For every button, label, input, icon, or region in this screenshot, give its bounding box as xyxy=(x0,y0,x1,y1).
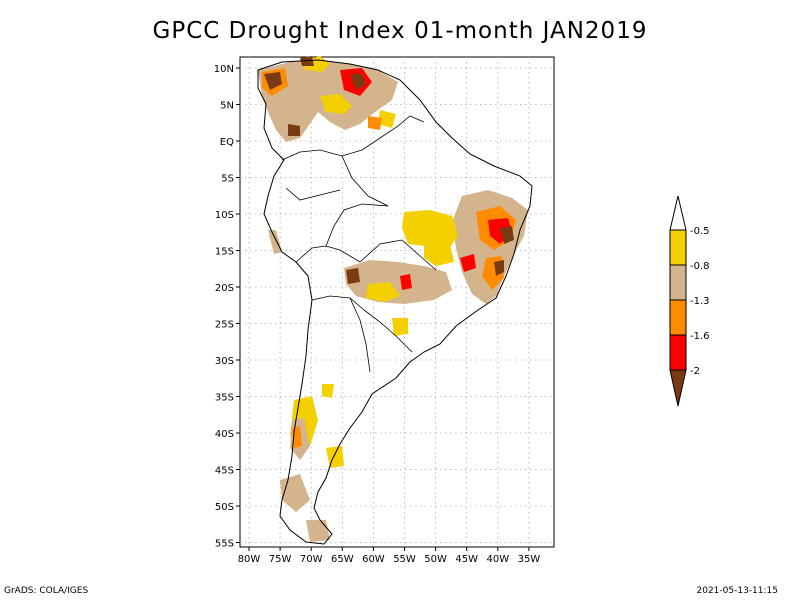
drought-area-south-yellow-3 xyxy=(326,446,344,468)
colorbar-swatch-2 xyxy=(669,264,687,301)
drought-shading xyxy=(258,56,528,542)
lat-tick-label: 35S xyxy=(215,393,234,404)
colorbar-label: -1.3 xyxy=(690,296,710,307)
colorbar-label: -1.6 xyxy=(690,331,710,342)
drought-area-central-yellow-3 xyxy=(392,318,408,336)
drought-area-north-brown-2 xyxy=(350,74,366,90)
lat-tick-label: 45S xyxy=(215,466,234,477)
lat-tick-label: 20S xyxy=(215,283,234,294)
lat-tick-label: 30S xyxy=(215,356,234,367)
drought-area-central-red xyxy=(400,274,412,290)
lon-tick-label: 45W xyxy=(455,554,478,565)
drought-area-central-yellow-2 xyxy=(424,244,454,266)
map-title: GPCC Drought Index 01-month JAN2019 xyxy=(152,18,648,44)
lat-tick-label: 40S xyxy=(215,429,234,440)
drought-area-south-tan-2 xyxy=(280,474,310,512)
drought-area-south-tan-3 xyxy=(306,520,330,542)
country-borders xyxy=(281,115,437,373)
lon-tick-label: 80W xyxy=(238,554,261,565)
colorbar-label: -2 xyxy=(690,366,700,377)
lat-tick-label: 5S xyxy=(221,174,234,185)
drought-area-east-yellow xyxy=(402,210,458,250)
lat-tick-label: 55S xyxy=(215,539,234,550)
lon-tick-label: 65W xyxy=(331,554,354,565)
drought-area-north-brown-3 xyxy=(288,124,300,136)
lon-tick-label: 60W xyxy=(362,554,385,565)
lat-tick-label: 10S xyxy=(215,210,234,221)
colorbar-swatch-1 xyxy=(669,229,687,266)
lat-tick-label: 5N xyxy=(220,101,234,112)
colorbar-arrow-top xyxy=(669,195,687,231)
lon-tick-label: 70W xyxy=(300,554,323,565)
drought-area-north-orange-2 xyxy=(368,116,382,130)
lat-tick-label: 10N xyxy=(214,64,234,75)
drought-area-east-brown xyxy=(500,226,514,244)
colorbar-arrow-bottom xyxy=(669,369,687,407)
drought-area-central-yellow xyxy=(366,282,400,302)
drought-area-central-brown xyxy=(346,268,360,284)
lon-tick-label: 35W xyxy=(518,554,541,565)
drought-area-north-brown xyxy=(264,72,282,90)
lon-tick-label: 75W xyxy=(269,554,292,565)
lat-tick-label: 50S xyxy=(215,502,234,513)
drought-area-north-yellow-3 xyxy=(378,110,396,128)
lon-tick-label: 55W xyxy=(393,554,416,565)
colorbar-labels: -0.5 -0.8 -1.3 -1.6 -2 xyxy=(690,226,710,377)
colorbar-label: -0.5 xyxy=(690,226,710,237)
lat-tick-label: EQ xyxy=(220,137,234,148)
colorbar-swatch-3 xyxy=(669,299,687,336)
drought-area-east-red-2 xyxy=(460,254,476,272)
drought-area-north-yellow-2 xyxy=(320,94,352,114)
lon-tick-label: 40W xyxy=(486,554,509,565)
colorbar-swatch-4 xyxy=(669,334,687,371)
south-america-coastline xyxy=(257,59,533,545)
footer-timestamp: 2021-05-13-11:15 xyxy=(696,586,779,596)
colorbar-label: -0.8 xyxy=(690,261,710,272)
lon-tick-label: 50W xyxy=(424,554,447,565)
lat-tick-label: 25S xyxy=(215,320,234,331)
drought-area-east-brown-2 xyxy=(494,260,504,276)
footer-credit: GrADS: COLA/IGES xyxy=(4,586,89,596)
drought-area-west-coast xyxy=(268,230,282,254)
drought-area-south-yellow-2 xyxy=(322,384,334,398)
lat-tick-label: 15S xyxy=(215,247,234,258)
